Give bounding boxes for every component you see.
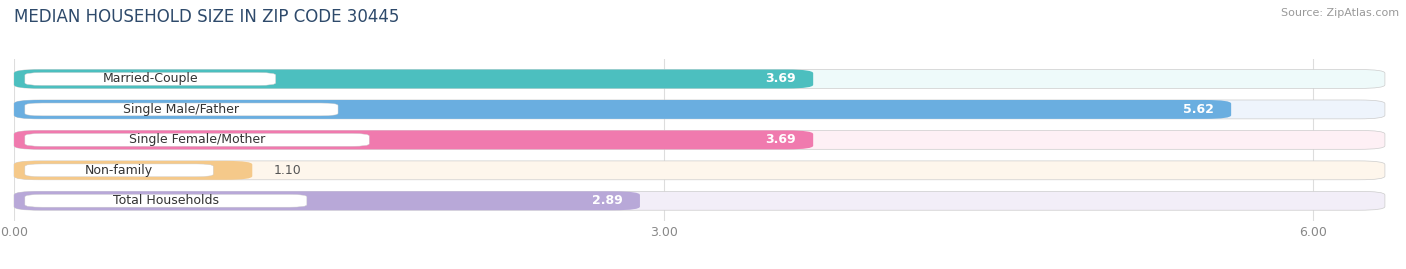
FancyBboxPatch shape <box>14 130 1385 149</box>
Text: 2.89: 2.89 <box>592 194 623 207</box>
FancyBboxPatch shape <box>14 69 1385 89</box>
FancyBboxPatch shape <box>14 69 813 89</box>
Text: Single Female/Mother: Single Female/Mother <box>129 133 266 146</box>
FancyBboxPatch shape <box>14 161 252 180</box>
FancyBboxPatch shape <box>25 73 276 85</box>
FancyBboxPatch shape <box>14 161 1385 180</box>
Text: 3.69: 3.69 <box>765 72 796 86</box>
Text: 1.10: 1.10 <box>274 164 302 177</box>
FancyBboxPatch shape <box>25 103 337 116</box>
Text: Married-Couple: Married-Couple <box>103 72 198 86</box>
FancyBboxPatch shape <box>14 100 1385 119</box>
Text: MEDIAN HOUSEHOLD SIZE IN ZIP CODE 30445: MEDIAN HOUSEHOLD SIZE IN ZIP CODE 30445 <box>14 8 399 26</box>
FancyBboxPatch shape <box>14 191 1385 210</box>
Text: Source: ZipAtlas.com: Source: ZipAtlas.com <box>1281 8 1399 18</box>
Text: Single Male/Father: Single Male/Father <box>124 103 239 116</box>
Text: Total Households: Total Households <box>112 194 219 207</box>
Text: Non-family: Non-family <box>84 164 153 177</box>
FancyBboxPatch shape <box>25 164 214 177</box>
FancyBboxPatch shape <box>25 133 370 146</box>
FancyBboxPatch shape <box>14 100 1232 119</box>
FancyBboxPatch shape <box>25 194 307 207</box>
Text: 5.62: 5.62 <box>1182 103 1213 116</box>
FancyBboxPatch shape <box>14 130 813 149</box>
Text: 3.69: 3.69 <box>765 133 796 146</box>
FancyBboxPatch shape <box>14 191 640 210</box>
